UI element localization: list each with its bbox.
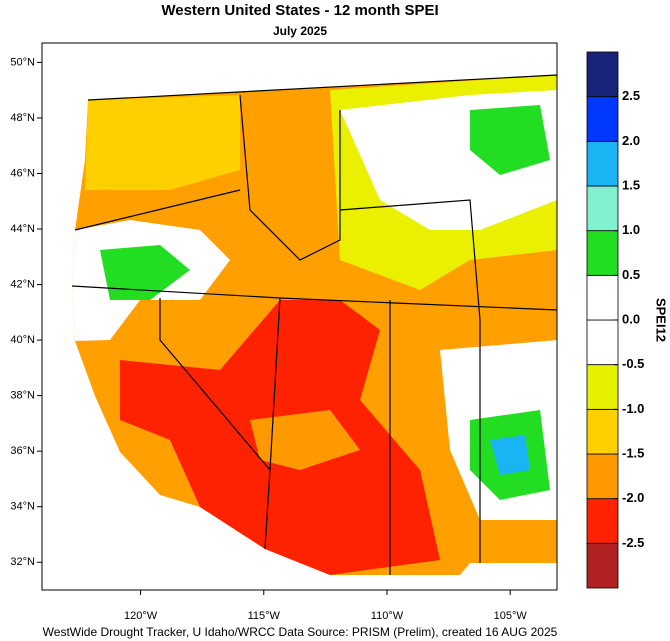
colorbar-label: SPEI12 [654, 298, 669, 342]
nm-blue [490, 435, 530, 475]
colorbar-tick-label: 1.0 [622, 222, 640, 237]
y-tick-label: 32°N [10, 556, 35, 568]
subtitle: July 2025 [273, 24, 327, 38]
x-tick-label: 120°W [124, 610, 158, 622]
state-borders [239, 94, 341, 261]
y-tick-label: 40°N [10, 334, 35, 346]
colorbar-bin [586, 498, 619, 544]
y-tick-label: 42°N [10, 278, 35, 290]
y-tick-label: 38°N [10, 390, 35, 402]
colorbar-bin [586, 51, 619, 98]
colorbar-tick-label: 0.0 [622, 311, 640, 326]
colorbar-bin [586, 364, 619, 410]
x-tick-label: 105°W [494, 610, 528, 622]
y-tick-label: 34°N [10, 501, 35, 513]
colorbar-bin [586, 319, 619, 366]
washington-yellow [85, 95, 240, 190]
montana-green [470, 105, 550, 175]
title: Western United States - 12 month SPEI [161, 2, 438, 19]
y-tick-label: 46°N [10, 167, 35, 179]
colorbar-bin [586, 140, 619, 187]
map-frame [41, 42, 558, 591]
oregon-green-patch [100, 245, 190, 300]
state-borders [87, 74, 558, 101]
y-tick-label: 50°N [10, 56, 35, 68]
x-tick-label: 115°W [248, 610, 281, 622]
colorbar-tick-label: -1.5 [622, 445, 644, 460]
state-borders [74, 189, 241, 231]
colorbar-tick-label: 2.5 [622, 88, 640, 103]
colorbar-tick-label: -2.0 [622, 490, 644, 505]
colorbar-tick-label: 2.0 [622, 133, 640, 148]
y-tick-label: 36°N [10, 445, 35, 457]
x-tick-label: 110°W [371, 610, 404, 622]
colorbar-bin [586, 274, 619, 321]
colorbar-bin [586, 453, 619, 500]
colorbar-tick-label: -2.5 [622, 535, 644, 550]
colorbar-tick-label: 0.5 [622, 267, 640, 282]
southwest-deep-red [250, 410, 360, 470]
state-borders [339, 199, 481, 563]
credit: WestWide Drought Tracker, U Idaho/WRCC D… [43, 625, 558, 639]
y-tick-label: 44°N [10, 223, 35, 235]
state-borders [269, 297, 281, 471]
colorbar-bin [586, 185, 619, 232]
colorbar-tick-label: -0.5 [622, 356, 644, 371]
colorbar-tick-label: -1.0 [622, 401, 644, 416]
colorbar-bin [586, 408, 619, 455]
colorbar-tick-label: 1.5 [622, 177, 640, 192]
state-borders [159, 298, 271, 550]
map-area [71, 74, 558, 575]
y-tick-label: 48°N [10, 112, 35, 124]
colorbar-bin [586, 542, 619, 589]
colorbar-bin [586, 230, 619, 276]
colorbar-bin [586, 96, 619, 142]
